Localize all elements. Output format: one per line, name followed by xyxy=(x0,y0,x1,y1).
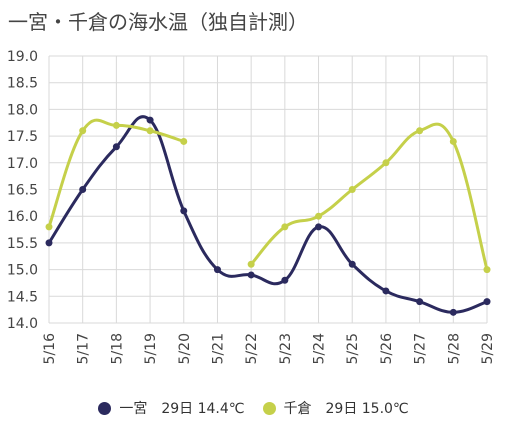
x-tick-label: 5/29 xyxy=(480,333,496,364)
legend-item-chikura[interactable]: 千倉 29日 15.0℃ xyxy=(262,398,409,418)
x-tick-label: 5/27 xyxy=(413,333,429,364)
x-tick-label: 5/16 xyxy=(42,333,58,365)
data-point[interactable] xyxy=(483,266,491,274)
series-line xyxy=(47,115,488,314)
y-tick-label: 17.5 xyxy=(7,129,38,145)
data-point[interactable] xyxy=(112,143,120,151)
data-point[interactable] xyxy=(180,137,188,145)
x-tick-label: 5/20 xyxy=(177,333,193,364)
legend-marker-ichinomiya xyxy=(98,401,112,415)
legend-latest-value: 29日 15.0℃ xyxy=(325,401,409,417)
data-point[interactable] xyxy=(281,223,289,231)
data-point[interactable] xyxy=(146,116,154,124)
x-tick-label: 5/19 xyxy=(143,333,159,364)
data-point[interactable] xyxy=(348,186,356,193)
data-point[interactable] xyxy=(180,207,188,215)
data-point[interactable] xyxy=(449,308,457,316)
data-point[interactable] xyxy=(213,266,221,274)
data-point[interactable] xyxy=(382,287,390,295)
x-tick-label: 5/25 xyxy=(345,333,361,364)
legend: 一宮 29日 14.4℃ 千倉 29日 15.0℃ xyxy=(0,398,507,418)
y-tick-label: 17.0 xyxy=(7,156,38,172)
data-point[interactable] xyxy=(45,239,53,247)
x-tick-label: 5/24 xyxy=(312,333,328,365)
y-tick-label: 14.5 xyxy=(7,289,38,305)
series-line xyxy=(250,122,489,270)
data-point[interactable] xyxy=(247,260,255,268)
y-tick-label: 18.0 xyxy=(7,102,38,118)
x-tick-label: 5/18 xyxy=(109,333,125,364)
x-tick-label: 5/17 xyxy=(76,333,92,364)
legend-series-name: 千倉 xyxy=(283,401,312,417)
legend-marker-chikura xyxy=(262,401,276,415)
data-point[interactable] xyxy=(146,127,154,135)
legend-series-name: 一宮 xyxy=(119,401,148,417)
data-point[interactable] xyxy=(449,137,457,145)
data-point[interactable] xyxy=(416,298,424,306)
data-point[interactable] xyxy=(416,127,424,135)
data-point[interactable] xyxy=(315,212,323,220)
data-point[interactable] xyxy=(382,159,390,167)
y-tick-label: 15.0 xyxy=(7,263,38,279)
chart-title: 一宮・千倉の海水温（独自計測） xyxy=(8,10,308,34)
y-tick-label: 18.5 xyxy=(7,76,38,92)
y-axis-tick-labels: 19.0 18.5 18.0 17.5 17.0 16.5 16.0 15.5 15.0 14.5… xyxy=(7,49,38,332)
y-tick-label: 15.5 xyxy=(7,236,38,252)
y-tick-label: 19.0 xyxy=(7,49,38,65)
x-tick-label: 5/26 xyxy=(379,333,395,365)
data-point[interactable] xyxy=(247,271,255,279)
x-tick-label: 5/28 xyxy=(446,333,462,364)
y-tick-label: 16.5 xyxy=(7,183,38,199)
data-point[interactable] xyxy=(315,223,323,231)
data-point[interactable] xyxy=(79,186,87,193)
series-points xyxy=(45,116,491,316)
legend-latest-value: 29日 14.4℃ xyxy=(161,401,245,417)
grid-lines xyxy=(48,55,488,324)
y-tick-label: 14.0 xyxy=(7,316,38,332)
y-tick-label: 16.0 xyxy=(7,209,38,225)
x-tick-label: 5/23 xyxy=(278,333,294,364)
data-point[interactable] xyxy=(112,121,120,129)
data-point[interactable] xyxy=(45,223,53,231)
data-point[interactable] xyxy=(483,298,491,306)
x-tick-label: 5/22 xyxy=(244,333,260,364)
data-point[interactable] xyxy=(348,260,356,268)
data-point[interactable] xyxy=(281,276,289,284)
data-point[interactable] xyxy=(79,127,87,135)
x-tick-label: 5/21 xyxy=(210,333,226,364)
legend-item-ichinomiya[interactable]: 一宮 29日 14.4℃ xyxy=(98,398,245,418)
x-axis-tick-labels: 5/16 5/17 5/18 5/19 5/20 5/21 5/22 5/23 5/24 5/25… xyxy=(42,333,496,365)
